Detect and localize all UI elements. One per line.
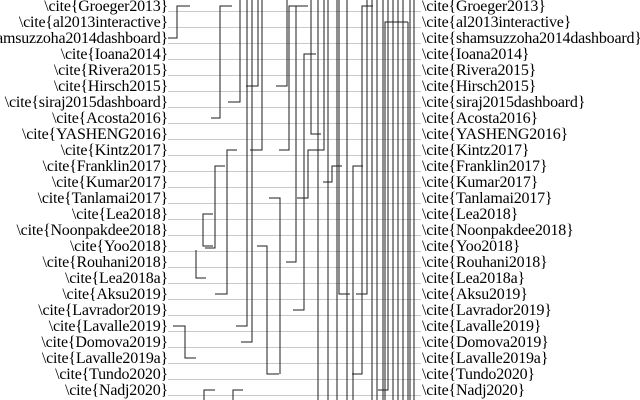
citation-connector: [203, 389, 215, 400]
citation-connector: [293, 53, 316, 311]
connector-lines: [168, 0, 415, 400]
citation-connector: [314, 0, 325, 151]
citation-connector: [241, 0, 253, 343]
citation-connector: [250, 0, 263, 151]
citation-connector: [205, 165, 225, 249]
citation-connector: [352, 5, 373, 375]
citation-connector: [286, 5, 308, 263]
citation-connector: [269, 197, 281, 374]
citation-connector: [168, 5, 190, 39]
citation-connector: [173, 325, 196, 359]
citation-connector: [352, 165, 363, 400]
citation-connector: [310, 0, 321, 135]
citation-connector: [279, 5, 301, 151]
citation-connector: [257, 245, 279, 375]
citation-connector: [228, 0, 241, 103]
citation-connector: [356, 0, 368, 295]
citation-connector: [236, 0, 248, 327]
citation-connector: [338, 0, 350, 295]
citation-connector: [276, 0, 288, 87]
citation-connector: [211, 5, 232, 119]
gridlines: [168, 11, 421, 396]
citation-connector: [232, 389, 243, 400]
citation-connector: [195, 250, 206, 279]
citation-connector: [246, 0, 259, 87]
citation-connector: [297, 149, 320, 199]
citation-connector: [202, 213, 213, 247]
citation-connector: [384, 21, 408, 400]
citation-connector: [378, 0, 389, 391]
citation-connector: [215, 149, 237, 295]
